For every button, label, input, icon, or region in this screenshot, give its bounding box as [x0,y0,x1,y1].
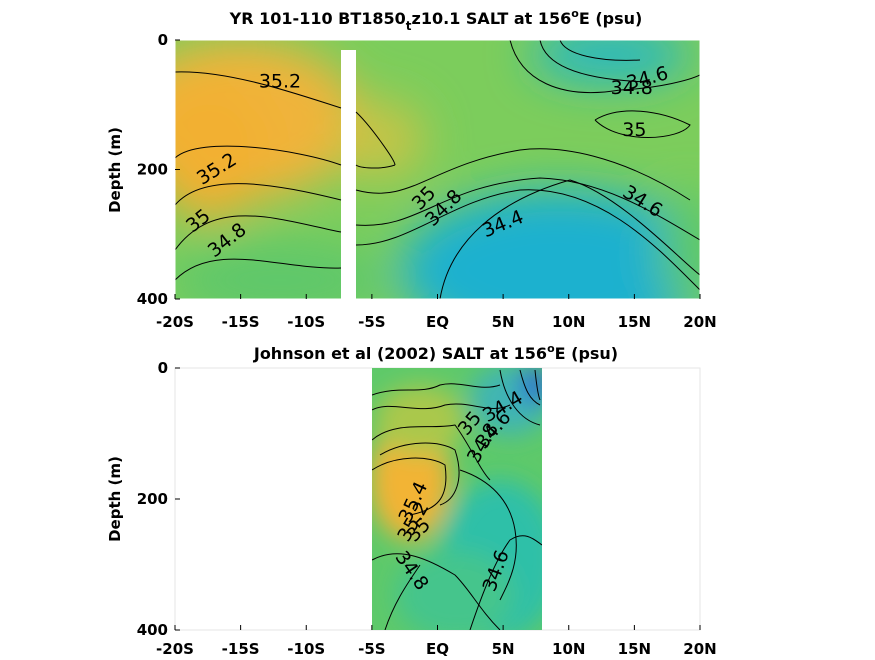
y-tick-label: 400 [137,290,168,308]
panel-model-missing-band [341,50,356,299]
x-tick-label: -15S [222,640,260,656]
x-tick-label: -15S [222,313,260,331]
x-tick-label: 20N [683,640,716,656]
contour-label: 35 [622,119,646,141]
panel-observed-contours [372,369,542,630]
x-tick-label: -10S [287,313,325,331]
y-tick-label: 0 [158,31,168,49]
panel-model-y-label: Depth (m) [106,127,124,213]
x-tick-label: -10S [287,640,325,656]
x-tick-label: 15N [618,313,651,331]
y-tick-label: 400 [137,621,168,639]
y-tick-label: 200 [137,161,168,179]
y-tick-label: 0 [158,359,168,377]
x-tick-label: -20S [156,640,194,656]
contour-label: 34.8 [611,77,653,99]
x-tick-label: 20N [683,313,716,331]
panel-model-title: YR 101-110 BT1850tz10.1 SALT at 156oE (p… [229,7,643,33]
x-tick-label: -5S [358,313,385,331]
contour-label: 35.2 [259,71,301,93]
y-tick-label: 200 [137,490,168,508]
panel-model-y-ticks: 0 200 400 [137,31,180,308]
x-tick-label: 15N [618,640,651,656]
x-tick-label: EQ [426,640,449,656]
x-tick-label: 5N [492,640,515,656]
x-tick-label: 10N [552,313,585,331]
panel-observed: Johnson et al (2002) SALT at 156oE (psu)… [106,342,717,658]
x-tick-label: EQ [426,313,449,331]
x-tick-label: 10N [552,640,585,656]
panel-observed-y-ticks: 0 200 400 [137,359,180,639]
x-tick-label: -20S [156,313,194,331]
panel-observed-x-ticks: -20S -15S -10S -5S EQ 5N 10N 15N 20N [156,625,717,658]
panel-model-field [175,40,700,299]
panel-model-x-ticks: -20S -15S -10S -5S EQ 5N 10N 15N 20N [156,294,717,331]
panel-observed-y-label: Depth (m) [106,456,124,542]
panel-model-contours [175,40,700,299]
x-tick-label: 5N [492,313,515,331]
panel-observed-title: Johnson et al (2002) SALT at 156oE (psu) [253,342,618,363]
x-tick-label: -5S [358,640,385,656]
panel-model: YR 101-110 BT1850tz10.1 SALT at 156oE (p… [106,7,717,331]
